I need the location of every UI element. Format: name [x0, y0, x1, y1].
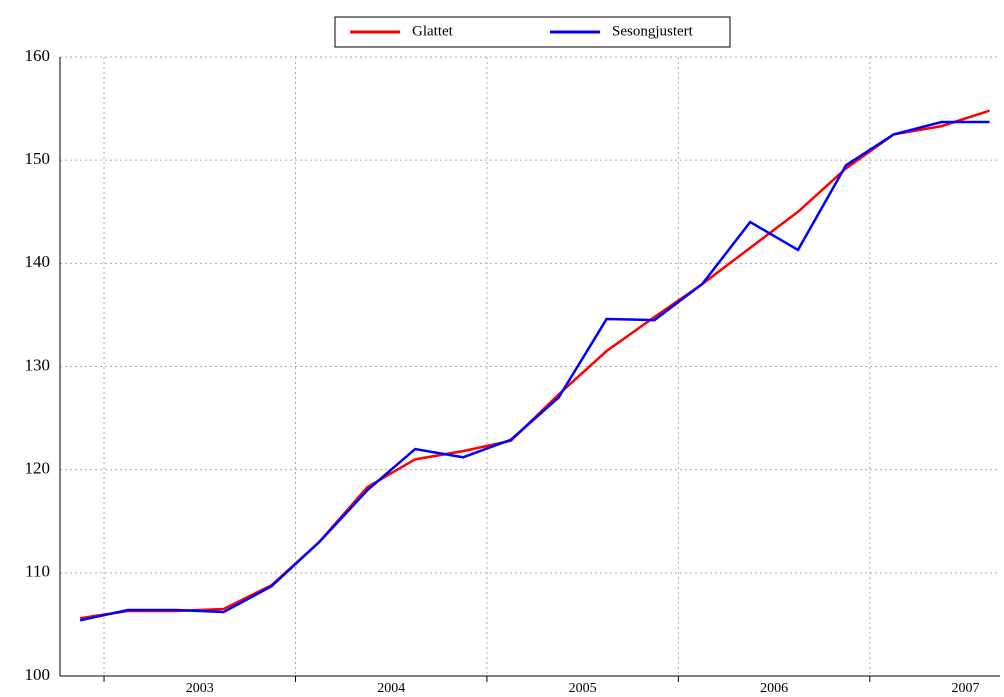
legend-label: Glattet: [412, 23, 454, 39]
y-tick-label: 110: [25, 562, 50, 581]
y-tick-label: 150: [25, 149, 51, 168]
series-line: [79, 120, 990, 622]
y-tick-label: 100: [25, 665, 51, 684]
legend-box: [334, 16, 731, 48]
x-tick-label: 2006: [760, 681, 788, 696]
x-tick-label: 2005: [569, 681, 597, 696]
x-tick-label: 2007: [952, 681, 980, 696]
y-tick-label: 130: [25, 355, 51, 374]
x-tick-label: 2003: [186, 681, 214, 696]
y-tick-label: 160: [25, 46, 51, 65]
x-tick-label: 2004: [377, 681, 405, 696]
series-line: [79, 109, 990, 620]
y-tick-label: 120: [25, 459, 51, 478]
legend-label: Sesongjustert: [612, 23, 694, 39]
y-tick-label: 140: [25, 252, 51, 271]
